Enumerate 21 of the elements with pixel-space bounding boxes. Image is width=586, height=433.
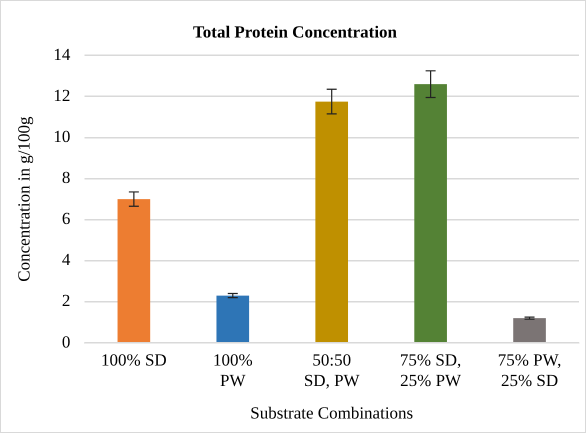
x-tick-label: 100% SD xyxy=(101,350,167,370)
bar xyxy=(414,84,447,342)
x-tick-label: 50:50 SD, PW xyxy=(304,350,361,390)
x-axis-title: Substrate Combinations xyxy=(250,403,414,422)
y-tick-label: 4 xyxy=(62,250,71,270)
y-tick-label: 0 xyxy=(62,332,70,352)
y-tick-label: 12 xyxy=(53,86,70,105)
y-tick-label: 2 xyxy=(62,291,70,310)
bar xyxy=(118,199,150,342)
y-tick-label: 8 xyxy=(62,168,70,188)
y-axis-title: Concentration in g/100g xyxy=(14,116,34,282)
bar xyxy=(315,102,348,342)
y-tick-label: 10 xyxy=(53,126,70,146)
y-tick-label: 14 xyxy=(53,44,71,64)
bar xyxy=(513,318,546,342)
chart-title: Total Protein Concentration xyxy=(193,22,398,42)
bar xyxy=(216,296,250,342)
x-tick-label: 75% PW, 25% SD xyxy=(498,350,562,390)
x-tick-label: 75% SD, 25% PW xyxy=(400,350,462,390)
x-tick-label: 100% PW xyxy=(212,350,253,390)
y-tick-label: 6 xyxy=(62,209,70,228)
